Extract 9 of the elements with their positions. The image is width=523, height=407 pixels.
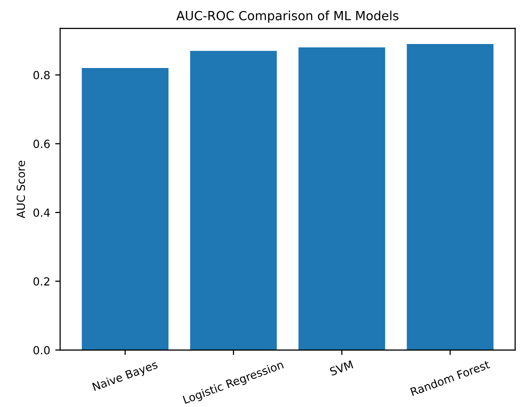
y-tick-label: 0.6: [33, 140, 50, 148]
y-tick-label: 0.2: [33, 277, 50, 286]
x-tick-label: SVM: [329, 360, 354, 376]
y-tick-label: 0.8: [33, 70, 50, 80]
y-axis-title: AUC Score: [16, 160, 26, 218]
y-tick-label: 0.4: [33, 208, 50, 217]
y-tick-label: 0.0: [33, 346, 50, 354]
x-tick-label: Naive Bayes: [92, 360, 159, 393]
chart-title: AUC-ROC Comparison of ML Models: [176, 10, 398, 23]
